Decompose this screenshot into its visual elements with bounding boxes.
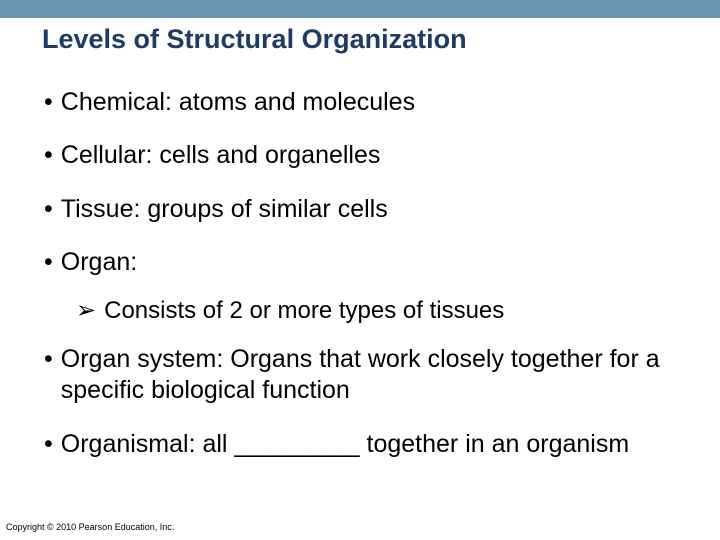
header-bar — [0, 0, 720, 18]
bullet-marker: • — [44, 429, 61, 460]
bullet-marker: • — [44, 344, 61, 375]
bullet-text: Organ: — [61, 247, 137, 278]
bullet-item: • Organ: — [44, 247, 676, 278]
bullet-marker: • — [44, 87, 61, 118]
bullet-item: • Organismal: all _________ together in … — [44, 429, 676, 460]
bullet-item: • Chemical: atoms and molecules — [44, 87, 676, 118]
bullet-text: Tissue: groups of similar cells — [61, 194, 388, 225]
arrow-icon: ➢ — [76, 296, 104, 326]
bullet-item: • Organ system: Organs that work closely… — [44, 344, 676, 407]
bullet-marker: • — [44, 247, 61, 278]
bullet-marker: • — [44, 194, 61, 225]
bullet-text: Organ system: Organs that work closely t… — [61, 344, 676, 407]
bullet-text: Chemical: atoms and molecules — [61, 87, 415, 118]
bullet-text: Cellular: cells and organelles — [61, 140, 381, 171]
sub-bullet-text: Consists of 2 or more types of tissues — [104, 296, 504, 326]
bullet-item: • Tissue: groups of similar cells — [44, 194, 676, 225]
bullet-marker: • — [44, 140, 61, 171]
bullet-item: • Cellular: cells and organelles — [44, 140, 676, 171]
copyright-text: Copyright © 2010 Pearson Education, Inc. — [6, 522, 174, 532]
slide-content: • Chemical: atoms and molecules • Cellul… — [0, 55, 720, 460]
bullet-text: Organismal: all _________ together in an… — [61, 429, 629, 460]
slide-title: Levels of Structural Organization — [0, 18, 720, 55]
sub-bullet-item: ➢ Consists of 2 or more types of tissues — [44, 296, 676, 326]
